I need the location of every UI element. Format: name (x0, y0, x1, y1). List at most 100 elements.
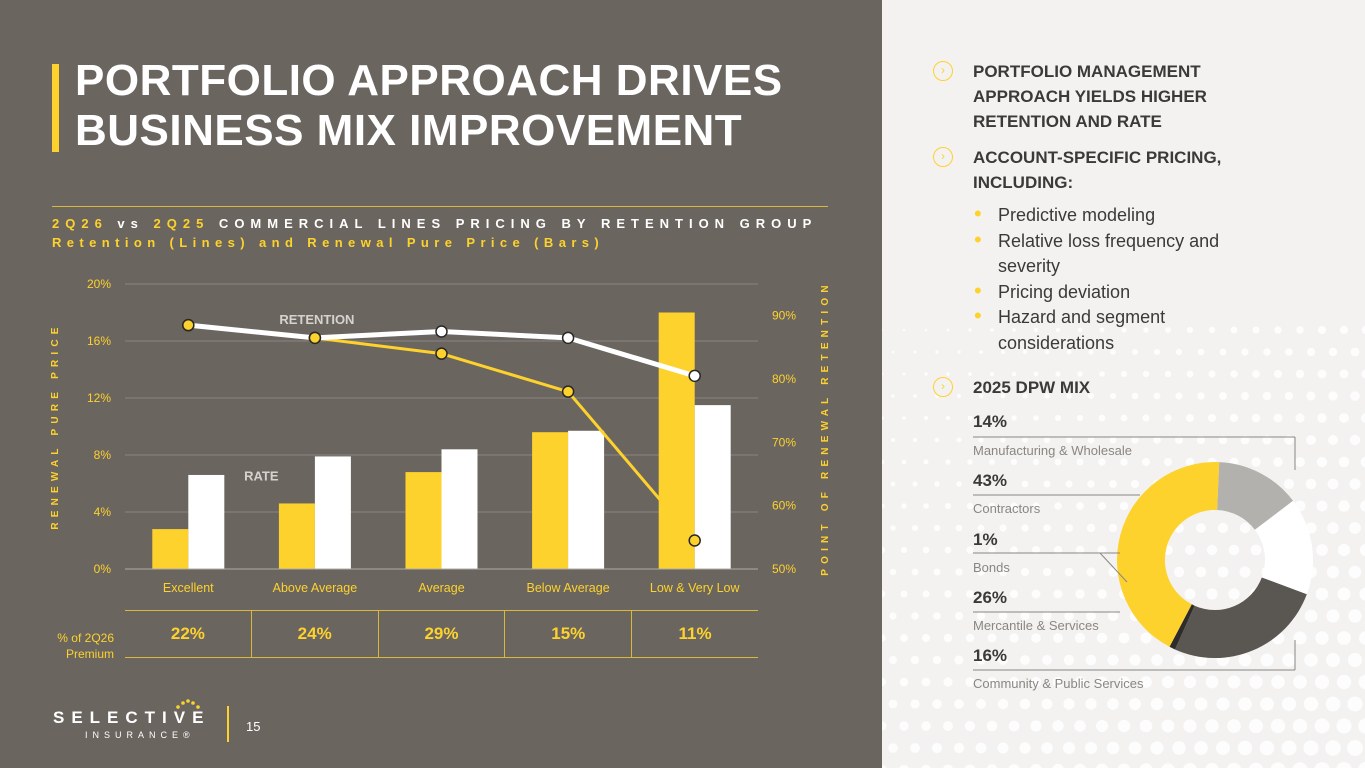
premium-cell: 15% (504, 611, 631, 657)
pattern-dot (1283, 522, 1295, 534)
pattern-dot (1020, 655, 1030, 665)
pattern-dot (1053, 589, 1063, 599)
pattern-dot (1282, 653, 1296, 667)
pattern-dot (1270, 762, 1286, 768)
pattern-dot (1184, 588, 1196, 600)
y-tick-label-right: 60% (772, 499, 796, 513)
pattern-dot (1186, 414, 1194, 422)
pattern-dot (1349, 522, 1361, 534)
title-line-1: PORTFOLIO APPROACH DRIVES (75, 56, 783, 105)
pattern-dot (1271, 675, 1285, 689)
premium-cell: 11% (631, 611, 758, 657)
pattern-dot (1033, 415, 1039, 421)
pattern-dot (1314, 718, 1330, 734)
pattern-dot (889, 568, 897, 576)
pattern-dot (1084, 741, 1098, 755)
pattern-dot (1219, 392, 1227, 400)
mix-percent: 43% (973, 471, 1008, 490)
x-tick-label: Average (418, 581, 464, 595)
pattern-dot (1010, 502, 1018, 510)
premium-cell: 24% (250, 611, 378, 657)
bar (188, 474, 225, 569)
pattern-dot (1074, 632, 1086, 644)
pattern-dot (1361, 369, 1365, 379)
pattern-dot (1262, 479, 1272, 489)
pattern-dot (1303, 740, 1319, 756)
pattern-dot (899, 677, 909, 687)
pattern-dot (1186, 370, 1194, 378)
pattern-dot (1206, 588, 1218, 600)
pattern-dot (1185, 501, 1195, 511)
pattern-dot (1217, 566, 1229, 578)
pattern-dot (988, 502, 996, 510)
pattern-dot (1285, 348, 1293, 356)
pattern-dot (1106, 741, 1120, 755)
pattern-dot (1208, 370, 1216, 378)
pattern-dot (1359, 543, 1365, 557)
pattern-dot (1315, 631, 1329, 645)
pattern-dot (1139, 763, 1153, 768)
pattern-dot (890, 437, 896, 443)
pattern-dot (923, 415, 929, 421)
pattern-dot (1359, 631, 1365, 645)
pattern-dot (998, 611, 1008, 621)
pattern-dot (1238, 697, 1252, 711)
pattern-dot (1262, 435, 1272, 445)
pattern-dot (1065, 524, 1073, 532)
bar (568, 430, 605, 569)
pattern-dot (1358, 761, 1365, 768)
pattern-dot (1099, 371, 1105, 377)
pattern-dot (989, 459, 995, 465)
pattern-dot (1052, 720, 1064, 732)
pattern-dot (1184, 632, 1196, 644)
pattern-dot (1239, 566, 1251, 578)
pattern-dot (1205, 675, 1219, 689)
pattern-dot (965, 677, 975, 687)
pattern-dot (1195, 566, 1207, 578)
pattern-dot (900, 634, 908, 642)
pattern-dot (1163, 545, 1173, 555)
bar (278, 503, 315, 569)
pattern-dot (1010, 458, 1018, 466)
pattern-dot (899, 721, 909, 731)
pattern-dot (1077, 371, 1083, 377)
pattern-dot (1207, 457, 1217, 467)
pattern-dot (1194, 741, 1208, 755)
pattern-dot (1306, 435, 1316, 445)
x-tick-label: Low & Very Low (650, 581, 741, 595)
pattern-dot (1150, 697, 1164, 711)
pattern-dot (1063, 698, 1075, 710)
pattern-dot (1292, 762, 1308, 768)
pattern-dot (1314, 674, 1330, 690)
chevron-right-icon: › (933, 147, 953, 167)
pattern-dot (1338, 456, 1350, 468)
y-axis-label-right: POINT OF RENEWAL RETENTION (820, 280, 831, 576)
pattern-dot (1129, 610, 1141, 622)
pattern-dot (956, 437, 962, 443)
pattern-dot (1064, 611, 1074, 621)
pattern-dot (1164, 414, 1172, 422)
pattern-dot (1019, 742, 1031, 754)
page-title: PORTFOLIO APPROACH DRIVES BUSINESS MIX I… (75, 56, 783, 156)
pattern-dot (1361, 413, 1365, 423)
pattern-dot (997, 742, 1009, 754)
data-point (308, 331, 322, 345)
pattern-dot (1294, 544, 1306, 556)
pattern-dot (987, 589, 997, 599)
pattern-dot (1108, 567, 1118, 577)
mix-label: Bonds (973, 560, 1010, 575)
pattern-dot (1164, 370, 1172, 378)
pattern-dot (1098, 458, 1106, 466)
pattern-dot (1339, 369, 1349, 379)
pattern-dot (1128, 741, 1142, 755)
pattern-dot (1295, 413, 1305, 423)
pattern-dot (1296, 326, 1304, 334)
pattern-dot (990, 328, 994, 332)
pattern-dot (1107, 698, 1119, 710)
pattern-dot (922, 634, 930, 642)
pattern-dot (943, 677, 953, 687)
pattern-dot (1141, 545, 1151, 555)
pattern-dot (882, 721, 887, 731)
y-tick-label-left: 0% (94, 562, 112, 576)
pattern-dot (1065, 436, 1073, 444)
